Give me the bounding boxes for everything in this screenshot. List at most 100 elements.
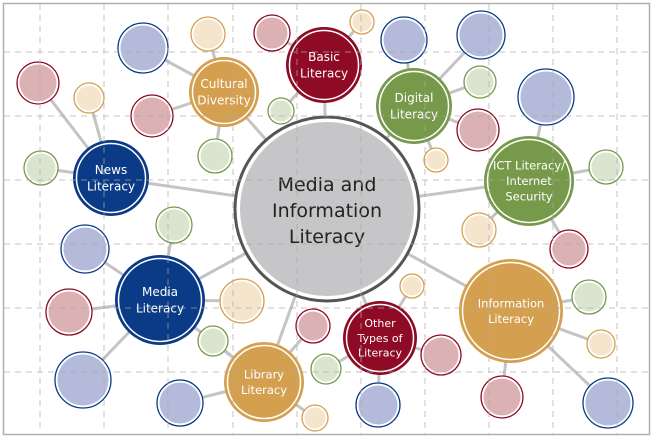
small-node-crimson [549,229,589,269]
center-node-label: Information [272,200,382,222]
small-node-crimson [16,61,60,105]
small-node-fill [200,141,230,171]
small-node-crimson [253,14,291,52]
small-node-gold [399,273,425,299]
node-label: Other [364,317,396,330]
node-fill [286,27,362,103]
node-label: Types of [356,332,403,345]
node-label: Literacy [87,179,135,193]
node-inner-ring [461,261,561,361]
node-label: Diversity [197,93,250,107]
small-node-blue [156,379,204,427]
node-label: Media [142,285,178,299]
small-node-fill [459,13,503,57]
small-node-blue [355,382,401,428]
node-inner-ring [117,257,203,343]
small-node-crimson [420,334,462,376]
node-other-types-of-literacy: Other Types of Literacy [343,301,417,375]
small-node-gold [190,16,226,52]
node-information-literacy: Information Literacy [459,259,563,363]
node-fill [376,68,452,144]
small-node-fill [57,354,109,406]
node-label: Literacy [488,312,534,326]
small-node-fill [591,152,621,182]
small-node-fill [159,382,201,424]
node-label: Digital [395,91,434,105]
node-label: Literacy [390,107,438,121]
center-node-label: Literacy [289,226,365,248]
dashed-grid [4,4,649,434]
center-node: Media and Information Literacy [233,115,421,303]
small-node-fill [120,25,166,71]
node-label: News [95,163,127,177]
node-fill [73,140,149,216]
small-node-gold [73,82,105,114]
small-node-fill [574,282,604,312]
small-node-blue [380,16,428,64]
small-node-green [463,65,497,99]
small-node-fill [48,291,90,333]
node-label: Basic [308,50,340,64]
node-inner-ring [486,138,572,224]
node-label: Literacy [358,347,403,360]
small-node-fill [158,209,190,241]
small-node-fill [304,407,326,429]
small-node-blue [517,68,575,126]
small-node-fill [466,68,494,96]
small-node-fill [358,385,398,425]
small-node-fill [19,64,57,102]
node-label: Security [505,190,552,204]
small-node-fill [402,276,422,296]
small-node-fill [63,227,107,271]
small-node-gold [586,329,616,359]
node-fill [224,342,304,422]
node-cultural-diversity: Cultural Diversity [189,57,259,127]
small-node-fill [270,100,292,122]
small-node-fill [222,281,262,321]
node-ict-literacy: ICT Literacy/Internet Security [484,136,574,226]
small-node-crimson [45,288,93,336]
small-node-fill [200,328,226,354]
node-inner-ring [75,142,147,214]
small-node-fill [256,17,288,49]
small-node-blue [456,10,506,60]
small-node-fill [423,337,459,373]
node-inner-ring [378,70,450,142]
small-node-fill [426,150,446,170]
small-node-green [571,279,607,315]
small-node-green [197,325,229,357]
small-node-green [310,353,342,385]
node-inner-ring [226,344,302,420]
small-node-fill [459,111,497,149]
small-node-blue [117,22,169,74]
small-node-fill [26,153,56,183]
node-label: Literacy [300,66,348,80]
small-node-fill [383,19,425,61]
small-node-fill [552,232,586,266]
small-node-blue [54,351,112,409]
center-node-label: Media and [278,174,377,196]
small-node-crimson [295,308,331,344]
small-node-fill [589,332,613,356]
small-node-crimson [480,375,524,419]
small-node-fill [313,356,339,382]
node-label: Library [244,367,284,381]
node-inner-ring [191,59,257,125]
small-node-fill [352,12,372,32]
small-node-gold [423,147,449,173]
node-fill [459,259,563,363]
small-node-blue [60,224,110,274]
small-node-fill [298,311,328,341]
node-inner-ring [288,29,360,101]
node-news-literacy: News Literacy [73,140,149,216]
node-label: Information [478,296,545,310]
node-basic-literacy: Basic Literacy [286,27,362,103]
small-node-fill [585,380,631,426]
node-label: Cultural [200,77,247,91]
small-node-gold [301,404,329,432]
small-node-blue [582,377,634,429]
node-fill [484,136,574,226]
small-node-green [155,206,193,244]
